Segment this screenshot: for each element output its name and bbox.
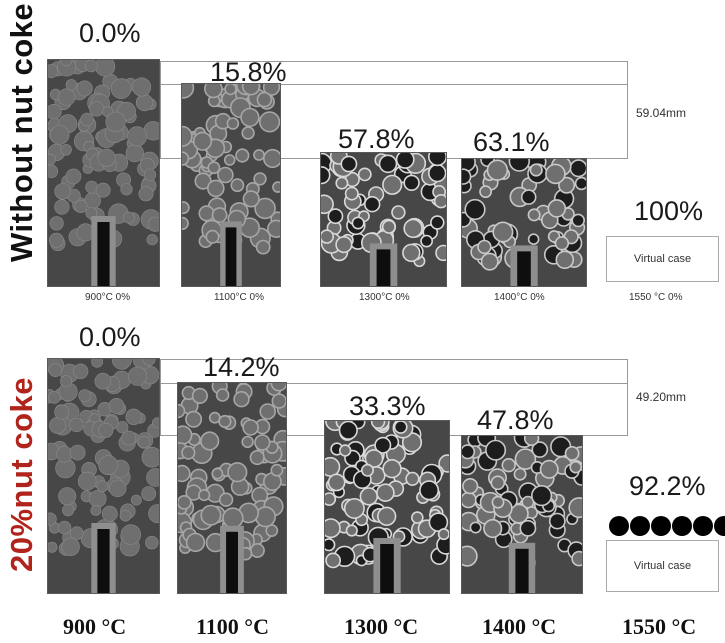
value-r1-1300: 57.8%: [338, 124, 415, 154]
value-r2-1100: 14.2%: [203, 352, 280, 382]
value-r2-1300: 33.3%: [349, 391, 426, 421]
specimen-r2-1400: [461, 435, 583, 594]
height-guide-bottom-row-inner: [160, 383, 628, 384]
value-r1-1400: 63.1%: [473, 127, 550, 157]
specimen-r1-1400: [461, 158, 587, 287]
temp-label-900: 900 °C: [63, 614, 127, 639]
value-r2-1400: 47.8%: [477, 405, 554, 435]
specimen-r1-1100: [181, 83, 281, 287]
caption-r1-1300: 1300°C 0%: [359, 292, 410, 303]
specimen-r2-900: [47, 358, 160, 594]
caption-r1-1550: 1550 °C 0%: [629, 292, 683, 303]
coke-bed-dots-r2-1550: [609, 516, 725, 536]
temp-label-1100: 1100 °C: [196, 614, 269, 639]
value-r2-1550: 92.2%: [629, 471, 706, 501]
caption-r1-900: 900°C 0%: [85, 292, 131, 303]
specimen-r1-900: [47, 59, 160, 287]
value-r1-1100: 15.8%: [210, 57, 287, 87]
temp-label-1400: 1400 °C: [482, 614, 557, 639]
temp-label-1550: 1550 °C: [622, 614, 697, 639]
specimen-r1-1300: [320, 152, 447, 287]
value-r1-1550: 100%: [634, 196, 704, 226]
caption-r1-1400: 1400°C 0%: [494, 292, 545, 303]
value-r1-900: 0.0%: [79, 18, 141, 48]
height-guide-top-row-inner: [160, 84, 628, 85]
virtual-case-r1: Virtual case: [606, 236, 719, 282]
virtual-case-r2: Virtual case: [606, 540, 719, 592]
caption-r1-1100: 1100°C 0%: [214, 292, 264, 303]
height-label-top-row: 59.04mm: [636, 106, 687, 120]
value-r2-900: 0.0%: [79, 322, 141, 352]
specimen-r2-1300: [324, 420, 450, 594]
row-label-without-nut-coke: Without nut coke: [4, 2, 39, 262]
row-label-20-nut-coke: 20%nut coke: [4, 376, 39, 572]
height-label-bottom-row: 49.20mm: [636, 390, 687, 404]
temp-label-1300: 1300 °C: [344, 614, 419, 639]
specimen-r2-1100: [177, 382, 287, 594]
